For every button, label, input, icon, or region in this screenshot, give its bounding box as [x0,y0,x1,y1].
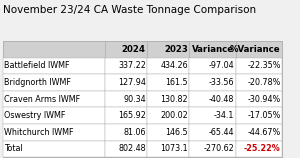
Bar [189,107,236,124]
Bar [3,41,105,58]
Text: -33.56: -33.56 [209,78,234,87]
Text: -97.04: -97.04 [209,61,234,70]
Bar [147,91,189,107]
Text: Total: Total [4,144,23,153]
Bar [147,41,189,58]
Bar [3,141,105,157]
Text: %Variance: %Variance [230,45,281,54]
Text: 200.02: 200.02 [160,111,188,120]
Bar [105,74,147,91]
Bar [3,124,105,141]
Bar [105,107,147,124]
Text: Oswestry IWMF: Oswestry IWMF [4,111,66,120]
Bar [3,107,105,124]
Bar [147,141,189,157]
Bar [236,107,282,124]
Bar [189,91,236,107]
Bar [147,58,189,74]
Bar [3,58,105,74]
Bar [236,41,282,58]
Bar [189,58,236,74]
Text: -34.1: -34.1 [214,111,234,120]
Text: 130.82: 130.82 [160,95,188,104]
Text: 161.5: 161.5 [165,78,188,87]
Bar [105,58,147,74]
Bar [189,41,236,58]
Text: -20.78%: -20.78% [248,78,281,87]
Bar [3,41,282,157]
Text: 146.5: 146.5 [165,128,188,137]
Text: -30.94%: -30.94% [248,95,281,104]
Bar [147,107,189,124]
Text: 434.26: 434.26 [160,61,188,70]
Text: 127.94: 127.94 [118,78,146,87]
Bar [105,91,147,107]
Text: 90.34: 90.34 [123,95,146,104]
Bar [189,74,236,91]
Bar [236,141,282,157]
Text: -25.22%: -25.22% [244,144,281,153]
Bar [189,124,236,141]
Text: November 23/24 CA Waste Tonnage Comparison: November 23/24 CA Waste Tonnage Comparis… [3,5,256,15]
Bar [3,74,105,91]
Text: -17.05%: -17.05% [248,111,281,120]
Text: 165.92: 165.92 [118,111,146,120]
Text: -22.35%: -22.35% [247,61,281,70]
Text: 2023: 2023 [164,45,188,54]
Bar [236,58,282,74]
Bar [105,124,147,141]
Bar [147,124,189,141]
Bar [105,41,147,58]
Text: Variance: Variance [192,45,234,54]
Bar [236,91,282,107]
Text: 337.22: 337.22 [118,61,146,70]
Bar [105,141,147,157]
Bar [189,141,236,157]
Bar [236,124,282,141]
Text: 81.06: 81.06 [123,128,146,137]
Text: -44.67%: -44.67% [248,128,281,137]
Bar [147,74,189,91]
Text: -65.44: -65.44 [209,128,234,137]
Text: Whitchurch IWMF: Whitchurch IWMF [4,128,74,137]
Bar [236,74,282,91]
Text: Bridgnorth IWMF: Bridgnorth IWMF [4,78,71,87]
Text: 802.48: 802.48 [118,144,146,153]
Text: 2024: 2024 [122,45,146,54]
Bar [3,91,105,107]
Text: Battlefield IWMF: Battlefield IWMF [4,61,70,70]
Text: -40.48: -40.48 [209,95,234,104]
Text: Craven Arms IWMF: Craven Arms IWMF [4,95,81,104]
Text: -270.62: -270.62 [204,144,234,153]
Text: 1073.1: 1073.1 [160,144,188,153]
